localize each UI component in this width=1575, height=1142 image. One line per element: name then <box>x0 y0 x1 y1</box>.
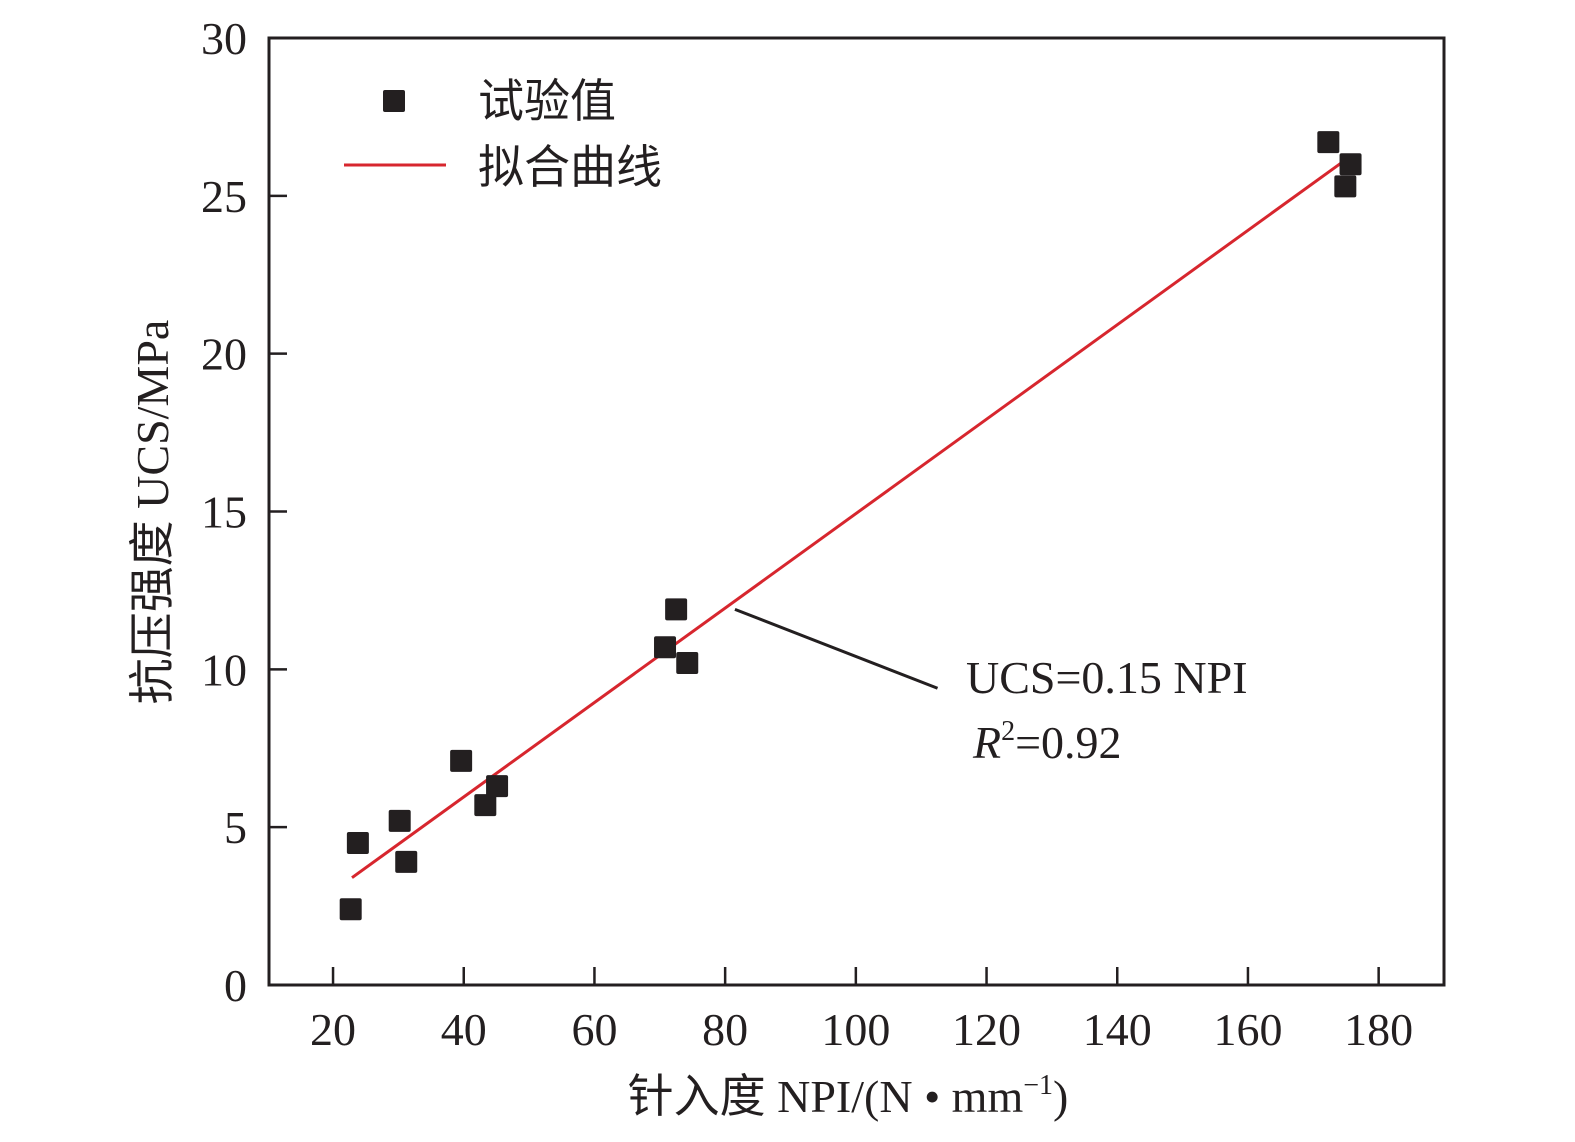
data-point <box>1339 153 1362 176</box>
r-squared-superscript: 2 <box>1001 716 1015 747</box>
x-axis-title-close: ) <box>1053 1071 1068 1122</box>
r-squared-value: =0.92 <box>1015 717 1121 768</box>
data-point <box>1317 131 1340 154</box>
x-tick-label: 100 <box>821 1004 890 1055</box>
equation-label: UCS=0.15 NPI <box>966 652 1248 703</box>
r-squared-label: R2=0.92 <box>972 716 1122 768</box>
x-axis-title-main: 针入度 NPI/(N • mm <box>628 1071 1024 1122</box>
annotation-leader-line <box>734 607 939 690</box>
y-tick-label: 25 <box>201 171 247 222</box>
y-axis-title: 抗压强度 UCS/MPa <box>127 320 178 705</box>
data-point <box>486 775 509 798</box>
x-tick-label: 140 <box>1083 1004 1152 1055</box>
x-tick-label: 120 <box>952 1004 1021 1055</box>
fit-line <box>351 153 1354 879</box>
data-point <box>346 831 369 854</box>
x-axis-title: 针入度 NPI/(N • mm−1) <box>628 1070 1069 1122</box>
x-tick-label: 60 <box>571 1004 617 1055</box>
legend-label-fit-curve: 拟合曲线 <box>478 142 662 193</box>
x-tick-label: 40 <box>441 1004 487 1055</box>
x-tick-label: 180 <box>1344 1004 1413 1055</box>
fit-line-layer <box>351 153 1354 879</box>
data-point <box>450 749 473 772</box>
x-tick-label: 20 <box>310 1004 356 1055</box>
y-tick-label: 20 <box>201 329 247 380</box>
data-point <box>665 598 688 621</box>
data-point <box>654 636 677 659</box>
y-tick-label: 0 <box>224 960 247 1011</box>
data-point <box>395 850 418 873</box>
y-tick-label: 30 <box>201 13 247 64</box>
y-axis: 0 5 10 15 20 25 30 <box>201 13 287 1011</box>
legend-label-test-values: 试验值 <box>478 76 616 127</box>
x-tick-label: 160 <box>1213 1004 1282 1055</box>
x-axis-title-sup: −1 <box>1023 1070 1053 1101</box>
y-tick-label: 5 <box>224 802 247 853</box>
data-point <box>339 898 362 921</box>
fit-annotation: UCS=0.15 NPI R2=0.92 <box>734 607 1248 768</box>
y-tick-label: 15 <box>201 487 247 538</box>
data-point <box>388 809 411 832</box>
legend: 试验值 拟合曲线 <box>344 76 662 193</box>
y-tick-label: 10 <box>201 644 247 695</box>
x-tick-label: 80 <box>702 1004 748 1055</box>
legend-marker-square <box>383 90 405 112</box>
r-squared-symbol: R <box>972 717 1001 768</box>
data-point <box>676 652 699 675</box>
x-axis: 20 40 60 80 100 120 140 160 180 <box>310 967 1413 1055</box>
data-points-layer <box>339 131 1362 921</box>
data-point <box>474 794 497 817</box>
data-point <box>1334 175 1357 198</box>
